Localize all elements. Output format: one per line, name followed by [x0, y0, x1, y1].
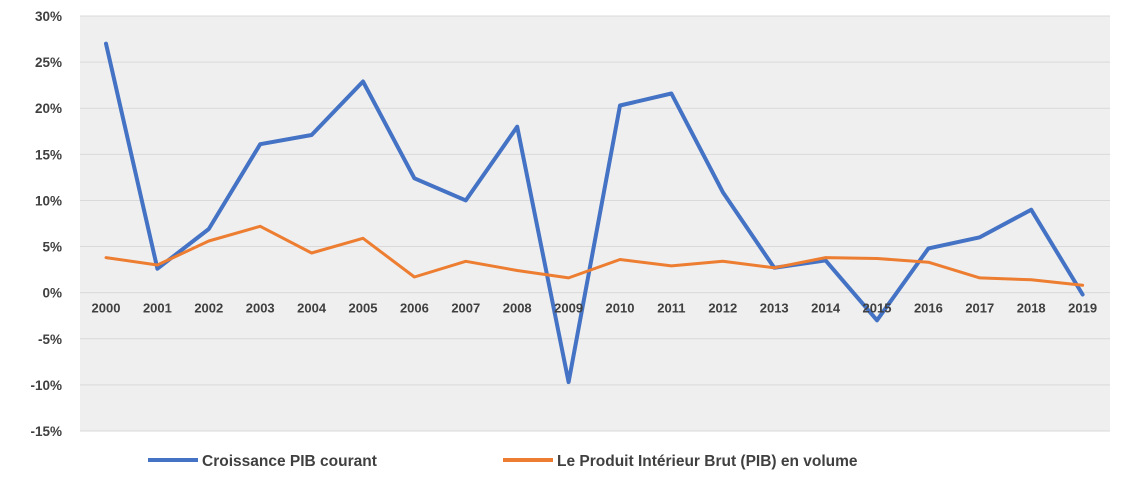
x-tick-label: 2017 [965, 301, 994, 316]
x-tick-label: 2014 [811, 301, 841, 316]
x-tick-label: 2011 [657, 301, 685, 316]
y-tick-label: 5% [42, 240, 62, 255]
x-tick-label: 2009 [554, 301, 583, 316]
y-axis-tick-labels: 30% 25% 20% 15% 10% 5% 0% -5% -10% -15% [30, 9, 62, 439]
x-tick-label: 2019 [1068, 301, 1097, 316]
y-tick-label: 15% [35, 147, 62, 162]
x-tick-label: 2010 [606, 301, 635, 316]
x-tick-label: 2016 [914, 301, 943, 316]
x-tick-label: 2013 [760, 301, 789, 316]
y-tick-label: 0% [42, 286, 62, 301]
y-tick-label: 20% [35, 101, 62, 116]
y-tick-label: -10% [30, 378, 62, 393]
x-tick-label: 2004 [297, 301, 327, 316]
x-tick-label: 2015 [863, 301, 892, 316]
x-tick-label: 2003 [246, 301, 275, 316]
plot-area-background [80, 16, 1110, 431]
y-tick-label: 30% [35, 9, 62, 24]
y-tick-label: -5% [38, 332, 62, 347]
x-tick-label: 2006 [400, 301, 429, 316]
legend-item-1: Croissance PIB courant [148, 453, 377, 470]
x-tick-label: 2001 [143, 301, 172, 316]
legend-label: Le Produit Intérieur Brut (PIB) en volum… [557, 453, 858, 470]
x-tick-label: 2012 [708, 301, 737, 316]
x-tick-label: 2000 [92, 301, 121, 316]
x-tick-label: 2018 [1017, 301, 1046, 316]
y-tick-label: -15% [30, 424, 62, 439]
x-tick-label: 2007 [451, 301, 480, 316]
x-tick-label: 2008 [503, 301, 532, 316]
y-tick-label: 10% [35, 193, 62, 208]
x-tick-label: 2002 [194, 301, 223, 316]
legend: Croissance PIB courant Le Produit Intérie… [148, 453, 858, 470]
legend-item-2: Le Produit Intérieur Brut (PIB) en volum… [503, 453, 858, 470]
legend-label: Croissance PIB courant [202, 453, 377, 470]
x-tick-label: 2005 [349, 301, 378, 316]
y-tick-label: 25% [35, 55, 62, 70]
